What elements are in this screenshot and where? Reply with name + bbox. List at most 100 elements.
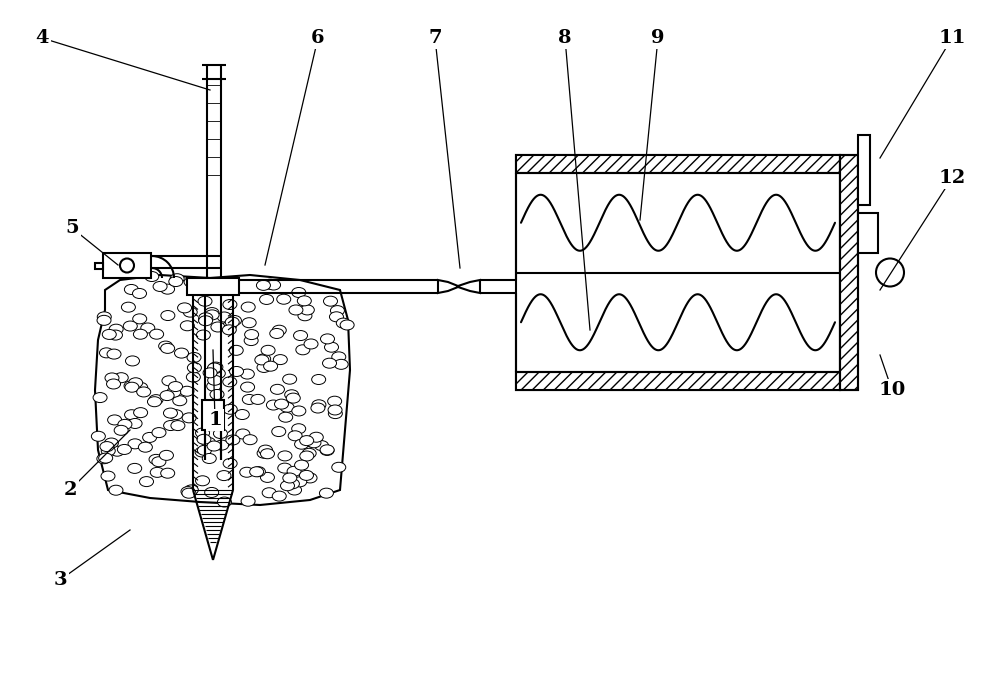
- Ellipse shape: [325, 342, 339, 352]
- Ellipse shape: [209, 362, 223, 372]
- Ellipse shape: [97, 454, 111, 464]
- Text: 5: 5: [65, 219, 79, 237]
- Ellipse shape: [147, 397, 161, 407]
- Ellipse shape: [121, 302, 135, 312]
- Ellipse shape: [153, 281, 167, 291]
- Ellipse shape: [328, 409, 342, 419]
- Ellipse shape: [199, 313, 213, 323]
- Ellipse shape: [280, 481, 294, 491]
- Ellipse shape: [201, 437, 215, 447]
- Polygon shape: [438, 280, 480, 293]
- Ellipse shape: [292, 406, 306, 416]
- Ellipse shape: [292, 287, 306, 298]
- Ellipse shape: [223, 458, 237, 469]
- Ellipse shape: [328, 396, 342, 406]
- Bar: [858, 212, 878, 253]
- Ellipse shape: [286, 393, 300, 403]
- Ellipse shape: [169, 276, 183, 287]
- Ellipse shape: [256, 281, 270, 290]
- Ellipse shape: [196, 330, 210, 340]
- Ellipse shape: [277, 294, 291, 304]
- Ellipse shape: [213, 428, 227, 439]
- Ellipse shape: [118, 419, 132, 429]
- Bar: [858, 135, 870, 205]
- Ellipse shape: [169, 410, 183, 419]
- Ellipse shape: [334, 360, 348, 369]
- Ellipse shape: [124, 285, 138, 294]
- Ellipse shape: [184, 485, 198, 495]
- Ellipse shape: [300, 305, 314, 315]
- Bar: [516, 155, 840, 390]
- Ellipse shape: [186, 372, 200, 382]
- Ellipse shape: [108, 330, 122, 340]
- Ellipse shape: [303, 473, 317, 483]
- Ellipse shape: [100, 441, 114, 452]
- Ellipse shape: [245, 330, 259, 340]
- Ellipse shape: [152, 428, 166, 438]
- Bar: [516, 372, 840, 390]
- Ellipse shape: [289, 305, 303, 315]
- Ellipse shape: [223, 377, 237, 387]
- Ellipse shape: [295, 460, 309, 470]
- Ellipse shape: [222, 325, 236, 335]
- Ellipse shape: [255, 355, 269, 365]
- Ellipse shape: [244, 336, 258, 345]
- Ellipse shape: [202, 454, 216, 464]
- Ellipse shape: [163, 408, 177, 418]
- Text: 11: 11: [938, 29, 966, 47]
- Ellipse shape: [312, 400, 326, 410]
- Ellipse shape: [101, 471, 115, 481]
- Ellipse shape: [250, 466, 264, 477]
- Ellipse shape: [320, 445, 334, 455]
- Ellipse shape: [273, 355, 287, 364]
- Text: 2: 2: [63, 481, 77, 499]
- Ellipse shape: [251, 394, 265, 405]
- Ellipse shape: [251, 466, 265, 477]
- Ellipse shape: [114, 373, 128, 383]
- Ellipse shape: [110, 446, 124, 456]
- Ellipse shape: [125, 382, 139, 392]
- Ellipse shape: [299, 471, 313, 480]
- Ellipse shape: [223, 405, 237, 414]
- Ellipse shape: [315, 441, 329, 451]
- Ellipse shape: [134, 383, 148, 392]
- Ellipse shape: [223, 300, 237, 309]
- Ellipse shape: [230, 366, 244, 377]
- Ellipse shape: [208, 375, 222, 385]
- Ellipse shape: [235, 409, 249, 419]
- Ellipse shape: [205, 308, 219, 317]
- Ellipse shape: [199, 316, 213, 326]
- Ellipse shape: [287, 466, 301, 476]
- Ellipse shape: [260, 449, 274, 459]
- Ellipse shape: [182, 488, 196, 498]
- Ellipse shape: [128, 463, 142, 473]
- Ellipse shape: [107, 349, 121, 359]
- Ellipse shape: [180, 321, 194, 331]
- Ellipse shape: [336, 318, 350, 328]
- Ellipse shape: [208, 364, 222, 374]
- Ellipse shape: [105, 373, 119, 383]
- Ellipse shape: [140, 477, 154, 487]
- Ellipse shape: [241, 382, 255, 392]
- Ellipse shape: [225, 317, 239, 327]
- Ellipse shape: [125, 356, 139, 366]
- Ellipse shape: [99, 348, 113, 358]
- Ellipse shape: [207, 414, 221, 424]
- Ellipse shape: [207, 441, 221, 451]
- Ellipse shape: [270, 384, 284, 394]
- Ellipse shape: [312, 375, 326, 385]
- Ellipse shape: [181, 487, 195, 496]
- Ellipse shape: [243, 434, 257, 445]
- Ellipse shape: [195, 447, 209, 457]
- Ellipse shape: [320, 445, 334, 456]
- Ellipse shape: [99, 453, 113, 463]
- Bar: [202, 400, 224, 430]
- Ellipse shape: [109, 485, 123, 495]
- Ellipse shape: [285, 390, 299, 400]
- Ellipse shape: [161, 469, 175, 478]
- Ellipse shape: [319, 488, 333, 498]
- Ellipse shape: [320, 334, 334, 344]
- Ellipse shape: [263, 279, 277, 289]
- Ellipse shape: [159, 450, 173, 460]
- Ellipse shape: [323, 358, 337, 368]
